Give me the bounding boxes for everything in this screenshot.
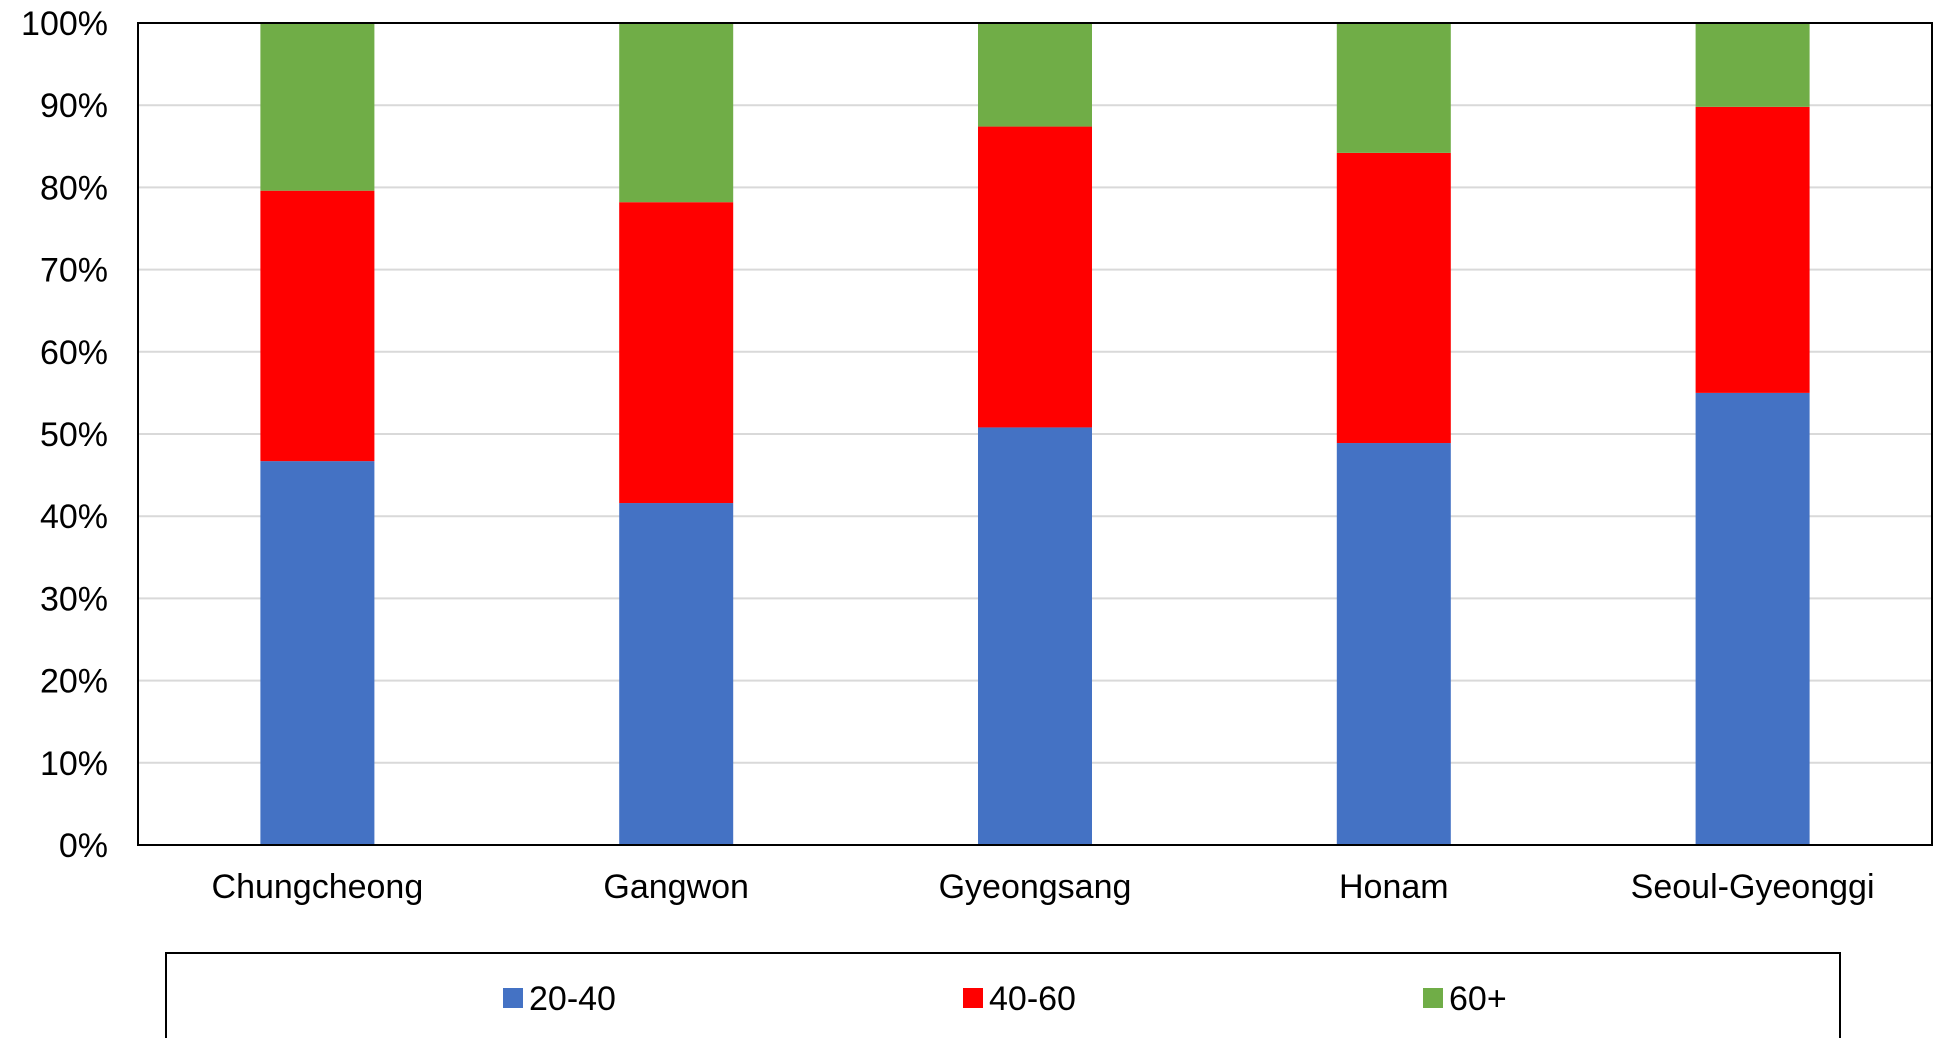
x-category-label: Gyeongsang [939,868,1132,906]
y-tick-label: 80% [40,169,108,207]
bar-segment-20-40 [260,461,375,845]
bar-segment-60+ [1336,23,1451,153]
y-tick-label: 50% [40,416,108,454]
y-tick-label: 90% [40,87,108,125]
bar-segment-40-60 [619,202,734,504]
bar-segment-40-60 [1695,106,1810,393]
bars [260,23,1810,845]
y-tick-label: 30% [40,580,108,618]
y-tick-label: 10% [40,745,108,783]
bar-segment-60+ [1695,23,1810,107]
y-tick-label: 40% [40,498,108,536]
x-category-label: Honam [1339,868,1449,906]
bar-segment-20-40 [978,427,1092,845]
bar-segment-60+ [260,23,375,191]
bar-segment-60+ [978,23,1092,127]
bar-segment-40-60 [260,190,375,462]
y-tick-label: 0% [59,827,108,865]
y-tick-label: 70% [40,252,108,290]
legend-label: 40-60 [989,980,1076,1018]
plot-area-frame [137,22,1933,846]
y-tick-label: 60% [40,334,108,372]
x-axis-category-labels: Chungcheong Gangwon Gyeongsang Honam Seoul-G… [212,868,1875,906]
legend-box [165,952,1841,1038]
x-category-label: Gangwon [603,868,749,906]
legend-swatch [963,988,983,1008]
legend-label: 20-40 [529,980,616,1018]
legend: 20-40 40-60 60+ [165,952,1841,1038]
bar-segment-20-40 [619,503,734,845]
bar-segment-20-40 [1336,443,1451,845]
legend-swatch [1423,988,1443,1008]
bar-segment-60+ [619,23,734,203]
bar-segment-40-60 [978,126,1092,428]
legend-swatch [503,988,523,1008]
bar-segment-40-60 [1336,152,1451,444]
legend-label: 60+ [1449,980,1507,1018]
y-tick-label: 20% [40,663,108,701]
x-category-label: Seoul-Gyeonggi [1631,868,1875,906]
x-category-label: Chungcheong [212,868,424,906]
y-tick-label: 100% [21,5,108,43]
bar-segment-20-40 [1695,392,1810,845]
y-axis-tick-labels: 0% 10% 20% 30% 40% 50% 60% 70% 80% 90% 100% [21,5,108,865]
